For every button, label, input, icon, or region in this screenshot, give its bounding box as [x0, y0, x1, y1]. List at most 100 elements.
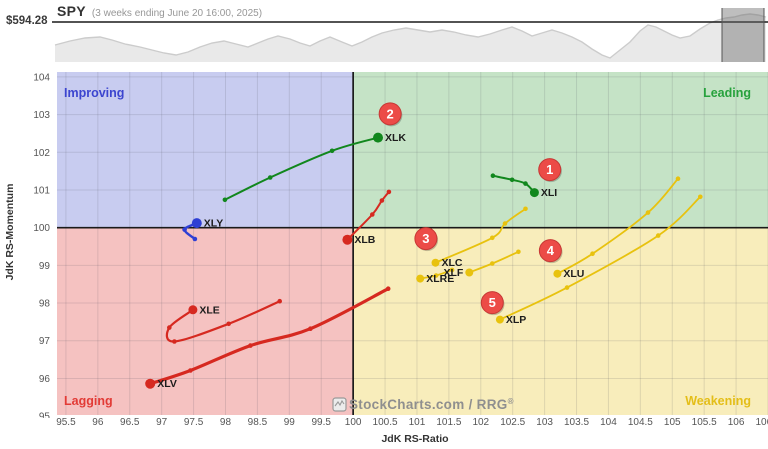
- svg-text:105: 105: [664, 417, 681, 428]
- head-dot-XLK[interactable]: [373, 132, 383, 143]
- symbol-title: SPY: [57, 3, 86, 19]
- quadrant-lagging: [57, 227, 354, 415]
- quadrant-label-leading: Leading: [703, 86, 751, 100]
- tail-dot-XLC: [502, 221, 508, 226]
- head-dot-XLE[interactable]: [188, 305, 198, 315]
- tail-line-XLB: [346, 190, 390, 241]
- head-dot-XLRE[interactable]: [416, 274, 425, 283]
- svg-text:102: 102: [33, 148, 50, 159]
- symbol-label-XLV[interactable]: XLV: [157, 378, 177, 390]
- svg-text:1: 1: [546, 162, 553, 177]
- head-dot-XLC[interactable]: [431, 258, 440, 267]
- svg-text:106: 106: [728, 417, 745, 428]
- x-axis-ticks: 95.5 96 96.5 97 97.5 98 98.5 99 99.5 100 100.5 101 1…: [56, 417, 768, 428]
- tail-dot-XLK: [267, 175, 273, 180]
- head-dot-XLV[interactable]: [145, 378, 156, 389]
- svg-text:100: 100: [345, 417, 362, 428]
- tail-dot-XLC: [523, 206, 528, 212]
- svg-text:96: 96: [92, 417, 104, 428]
- tail-dot-XLRE: [449, 267, 455, 273]
- tail-dot-XLP: [655, 233, 661, 238]
- tail-XLY[interactable]: XLY: [182, 218, 223, 242]
- tail-XLI[interactable]: XLI: [490, 173, 558, 199]
- svg-text:104: 104: [600, 417, 617, 428]
- head-dot-XLU[interactable]: [553, 269, 562, 278]
- tail-dot-XLB: [370, 212, 375, 217]
- symbol-label-XLC[interactable]: XLC: [442, 257, 463, 269]
- symbol-label-XLF[interactable]: XLF: [443, 267, 463, 279]
- tail-dot-XLE: [167, 325, 172, 330]
- tail-dot-XLY: [192, 236, 198, 242]
- tail-dot-XLY: [182, 227, 187, 232]
- x-axis-title: JdK RS-Ratio: [381, 433, 448, 445]
- tail-dot-XLI: [523, 181, 528, 186]
- quadrant-weakening: [353, 227, 768, 415]
- tail-line-XLC: [434, 207, 527, 264]
- svg-text:95: 95: [39, 412, 51, 423]
- svg-text:101: 101: [409, 417, 426, 428]
- svg-text:99: 99: [284, 417, 296, 428]
- tail-XLB[interactable]: XLB: [342, 189, 392, 247]
- head-dot-XLP[interactable]: [495, 315, 504, 324]
- symbol-label-XLRE[interactable]: XLRE: [426, 273, 454, 285]
- quadrant-improving: [57, 72, 354, 228]
- stockcharts-watermark: StockCharts.com / RRG®: [332, 397, 513, 412]
- svg-text:99: 99: [39, 261, 51, 272]
- badge-3: 3: [414, 227, 439, 252]
- svg-text:97.5: 97.5: [184, 417, 204, 428]
- spy-area-outline: [54, 13, 767, 59]
- tail-dot-XLU: [645, 210, 651, 215]
- badge-1: 1: [538, 158, 562, 183]
- quadrant-label-lagging: Lagging: [64, 394, 113, 408]
- tail-XLC[interactable]: XLC: [431, 206, 528, 270]
- tail-XLE[interactable]: XLE: [165, 298, 283, 344]
- symbol-label-XLB[interactable]: XLB: [354, 234, 375, 246]
- head-dot-XLB[interactable]: [342, 234, 353, 245]
- quadrant-label-improving: Improving: [64, 86, 124, 100]
- svg-text:99.5: 99.5: [311, 417, 331, 428]
- tail-XLV[interactable]: XLV: [145, 286, 391, 390]
- rrg-chart: Improving Leading Lagging Weakening StockCha…: [4, 72, 768, 445]
- svg-text:2: 2: [387, 106, 394, 121]
- head-dot-XLI[interactable]: [529, 188, 539, 198]
- badge-5: 5: [480, 291, 505, 316]
- tail-XLRE[interactable]: XLRE: [416, 267, 455, 286]
- tail-dot-XLI: [490, 173, 496, 178]
- tail-dot-XLF: [490, 261, 495, 266]
- gridlines: [57, 72, 768, 415]
- head-dot-XLY[interactable]: [191, 218, 202, 229]
- tail-line-XLI: [491, 174, 536, 194]
- tail-line-XLK: [223, 136, 379, 201]
- symbol-label-XLP[interactable]: XLP: [506, 314, 526, 326]
- tail-dot-XLV: [248, 343, 253, 348]
- tail-dot-XLE: [226, 321, 231, 327]
- tail-dot-XLP: [564, 285, 570, 290]
- symbol-label-XLK[interactable]: XLK: [385, 132, 406, 144]
- svg-text:5: 5: [489, 295, 496, 310]
- svg-text:98: 98: [220, 417, 232, 428]
- tail-dot-XLK: [329, 148, 335, 154]
- tail-XLF[interactable]: XLF: [443, 249, 521, 280]
- svg-text:105.5: 105.5: [692, 417, 717, 428]
- badge-2: 2: [378, 102, 403, 127]
- svg-text:96.5: 96.5: [120, 417, 140, 428]
- quadrant-label-weakening: Weakening: [685, 394, 751, 408]
- tail-XLU[interactable]: XLU: [553, 176, 681, 280]
- tail-dot-XLB: [379, 198, 385, 203]
- symbol-label-XLU[interactable]: XLU: [563, 268, 584, 280]
- head-dot-XLF[interactable]: [465, 268, 474, 277]
- tail-XLK[interactable]: XLK: [222, 132, 407, 203]
- svg-text:100.5: 100.5: [373, 417, 398, 428]
- svg-text:103.5: 103.5: [564, 417, 589, 428]
- tail-dot-XLU: [590, 251, 595, 256]
- tail-dot-XLV: [308, 326, 313, 332]
- symbol-label-XLY[interactable]: XLY: [204, 218, 223, 230]
- svg-text:104.5: 104.5: [628, 417, 653, 428]
- tail-XLP[interactable]: XLP: [495, 194, 703, 327]
- symbol-label-XLE[interactable]: XLE: [199, 304, 219, 316]
- selection-window[interactable]: [722, 8, 764, 62]
- symbol-label-XLI[interactable]: XLI: [541, 187, 557, 199]
- svg-text:106.5: 106.5: [755, 417, 768, 428]
- svg-text:96: 96: [39, 374, 51, 385]
